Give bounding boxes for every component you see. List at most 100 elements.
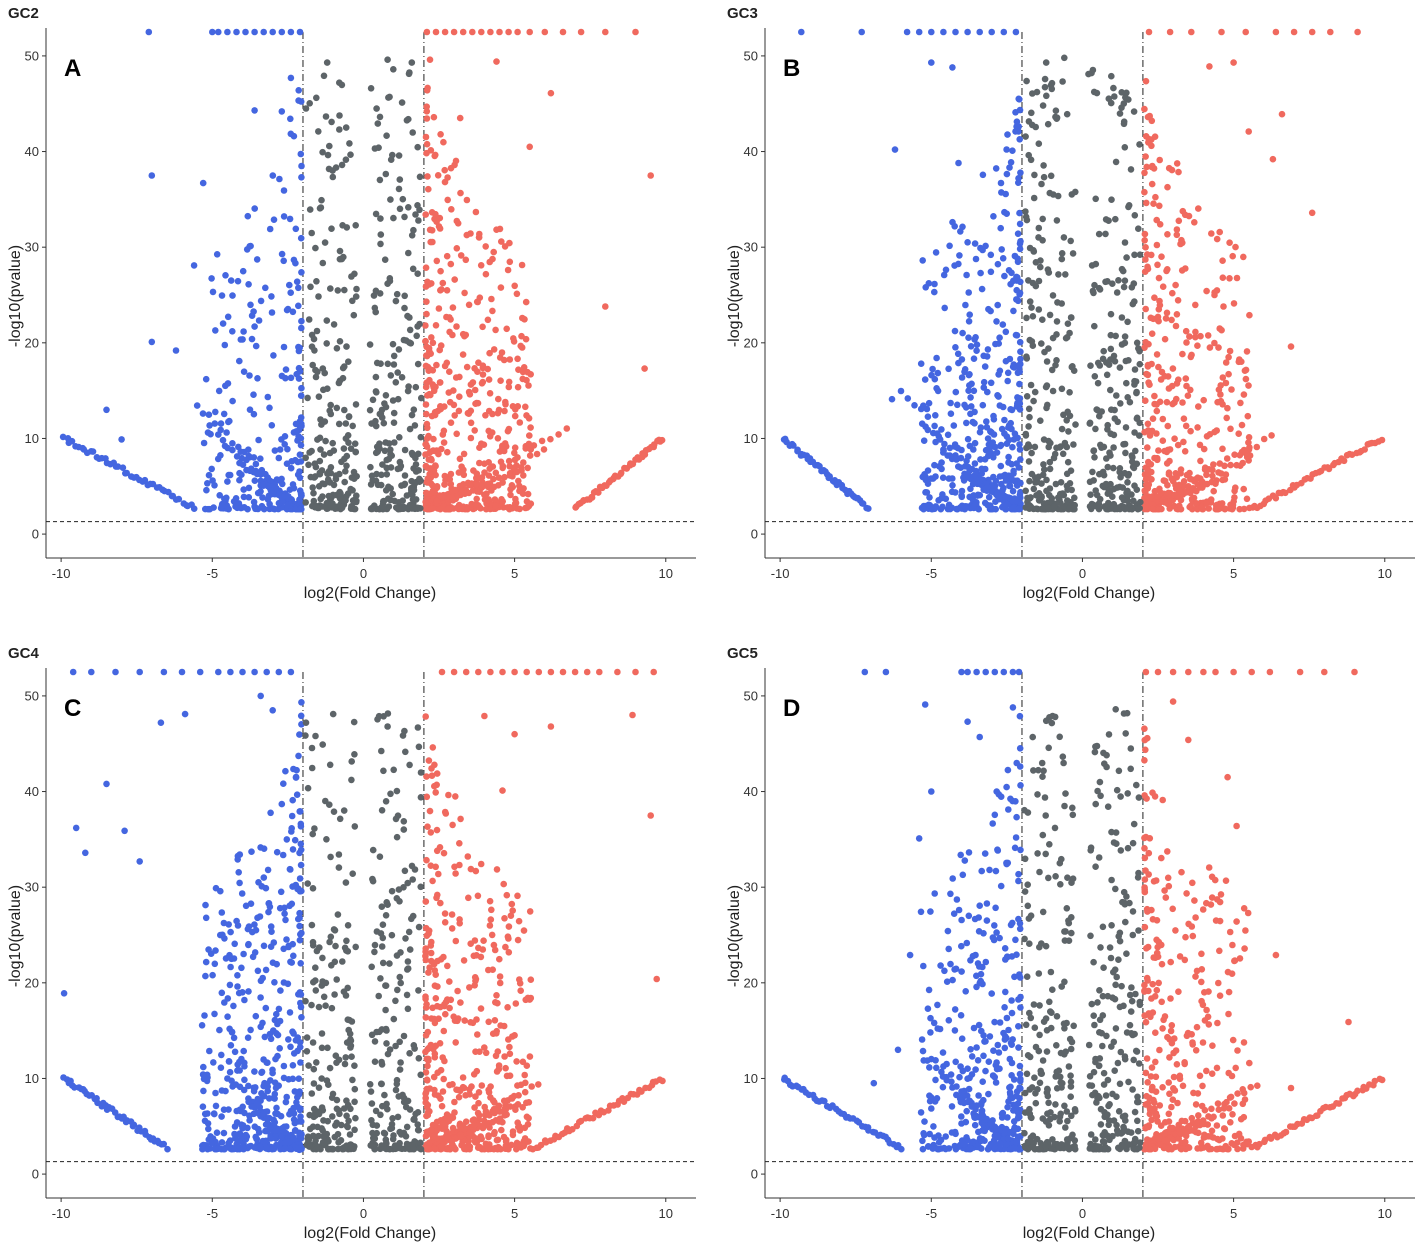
point-down: [218, 1051, 225, 1059]
point-up: [424, 1111, 432, 1119]
point-up: [429, 339, 437, 347]
point-ns: [416, 1145, 424, 1152]
point-up: [1163, 460, 1171, 467]
point-down: [278, 800, 286, 808]
point-ns: [1123, 254, 1130, 261]
point-up: [457, 815, 464, 823]
point-up-capped: [1145, 28, 1153, 36]
point-up: [435, 870, 442, 878]
point-down: [252, 342, 260, 350]
point-down: [1001, 430, 1008, 437]
point-up-capped: [514, 28, 521, 36]
point-ns: [387, 372, 395, 379]
point-down: [999, 487, 1006, 494]
panel-letter: B: [783, 55, 800, 82]
point-down: [224, 380, 232, 387]
point-up-capped: [505, 28, 512, 36]
point-ns: [329, 1113, 336, 1120]
point-ns: [369, 396, 377, 404]
point-up: [444, 196, 452, 204]
point-ns: [1086, 503, 1094, 510]
point-ns: [414, 202, 421, 209]
point-down: [226, 1068, 234, 1076]
point-ns: [302, 732, 309, 739]
point-up: [473, 298, 481, 306]
point-ns: [1058, 250, 1066, 257]
point-up: [485, 1133, 492, 1141]
point-down: [989, 439, 996, 446]
point-ns: [1041, 75, 1049, 83]
point-up-capped: [450, 668, 458, 676]
point-down: [925, 280, 933, 287]
point-up: [453, 217, 461, 225]
point-ns: [341, 1060, 349, 1068]
point-ns: [320, 993, 328, 1001]
point-down-capped: [287, 668, 295, 676]
point-ns: [328, 118, 335, 126]
point-up-capped: [462, 668, 470, 676]
point-down: [1002, 493, 1010, 501]
point-down: [289, 883, 296, 890]
point-ns: [396, 1128, 404, 1136]
point-down: [954, 350, 962, 358]
point-down: [298, 324, 305, 332]
point-ns: [376, 290, 384, 297]
point-up: [446, 398, 454, 406]
point-ns: [1070, 441, 1077, 448]
point-ns: [380, 767, 387, 775]
point-down: [273, 1010, 280, 1018]
point-down: [274, 1020, 281, 1028]
point-down: [264, 1127, 271, 1135]
point-up: [437, 131, 444, 138]
point-ns: [1063, 417, 1070, 424]
point-up: [505, 457, 513, 465]
point-up: [522, 403, 529, 411]
point-up-capped: [632, 668, 639, 676]
point-down: [218, 1087, 226, 1094]
point-ns: [303, 1034, 311, 1041]
point-up: [1192, 328, 1199, 336]
point-down: [262, 1121, 270, 1128]
point-ns: [312, 366, 319, 374]
point-ns: [390, 766, 398, 774]
point-down: [225, 1106, 232, 1113]
point-down: [279, 480, 286, 488]
point-up: [526, 1053, 534, 1060]
point-down: [200, 439, 208, 447]
point-down: [297, 392, 305, 400]
point-up: [427, 1126, 435, 1134]
point-ns: [409, 912, 417, 920]
point-up: [513, 290, 521, 298]
point-down: [1015, 464, 1023, 471]
point-down: [939, 474, 947, 482]
point-up: [502, 1064, 509, 1072]
point-down: [206, 422, 213, 429]
point-ns: [1135, 225, 1142, 232]
point-ns: [319, 503, 326, 510]
point-ns: [318, 1030, 326, 1037]
point-ns: [379, 1102, 386, 1110]
point-up: Up: (6.2, 46.8): [547, 723, 555, 730]
point-ns: [1047, 81, 1055, 89]
point-ns: [309, 885, 317, 892]
point-down: [1016, 395, 1024, 402]
point-ns: [1120, 120, 1128, 128]
point-up: [437, 505, 444, 513]
point-up: [429, 505, 436, 512]
point-down: [278, 250, 286, 258]
point-down: [217, 887, 224, 895]
point-up-capped: [596, 668, 603, 676]
point-down: [990, 213, 997, 220]
y-tick-label: 10: [25, 431, 39, 446]
point-down: [971, 240, 979, 247]
x-tick-label: -10: [52, 566, 71, 581]
point-ns: [1048, 495, 1056, 502]
point-up-capped: [1242, 28, 1249, 36]
point-down: [218, 1113, 225, 1120]
point-up: [440, 1027, 448, 1035]
point-ns: [1121, 333, 1129, 340]
point-up: [511, 282, 518, 290]
point-up: [1149, 415, 1157, 423]
point-down: [289, 1062, 297, 1069]
point-down: [296, 505, 304, 513]
